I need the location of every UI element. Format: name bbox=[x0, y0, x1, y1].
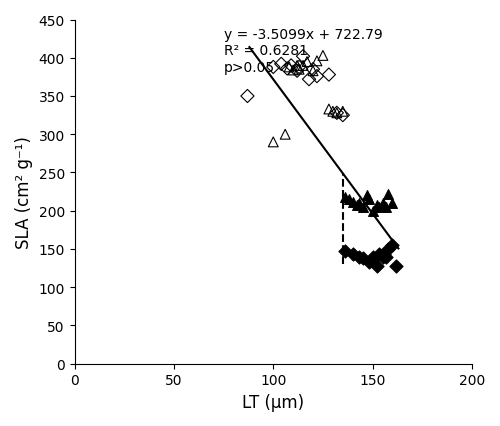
Point bbox=[378, 253, 386, 260]
Point bbox=[364, 196, 372, 203]
Point bbox=[352, 202, 360, 209]
Point bbox=[295, 64, 303, 71]
Point bbox=[299, 63, 307, 69]
Point bbox=[358, 204, 366, 211]
Point bbox=[289, 67, 297, 74]
Point bbox=[341, 248, 349, 254]
Point bbox=[281, 132, 289, 138]
Point bbox=[354, 200, 362, 207]
Point bbox=[368, 208, 376, 215]
Point bbox=[270, 139, 278, 146]
Point bbox=[374, 204, 382, 211]
Point bbox=[295, 66, 303, 73]
Point bbox=[384, 246, 392, 253]
Point bbox=[382, 253, 390, 260]
Point bbox=[378, 200, 386, 207]
Point bbox=[374, 251, 382, 258]
Point bbox=[303, 59, 311, 66]
Point bbox=[392, 263, 400, 270]
Point bbox=[372, 263, 380, 270]
Point bbox=[341, 194, 349, 201]
Point bbox=[293, 63, 301, 69]
Point bbox=[354, 253, 362, 260]
Text: y = -3.5099x + 722.79
R² = 0.6281
p>0.05: y = -3.5099x + 722.79 R² = 0.6281 p>0.05 bbox=[224, 28, 382, 75]
Point bbox=[382, 204, 390, 211]
Point bbox=[244, 93, 252, 100]
Point bbox=[364, 259, 372, 266]
Point bbox=[344, 196, 352, 203]
Point bbox=[348, 251, 356, 258]
Point bbox=[319, 53, 327, 60]
Point bbox=[380, 251, 388, 258]
Point bbox=[325, 106, 333, 113]
Point bbox=[325, 72, 333, 79]
Point bbox=[384, 191, 392, 198]
Y-axis label: SLA (cm² g⁻¹): SLA (cm² g⁻¹) bbox=[15, 136, 33, 248]
Point bbox=[285, 64, 293, 71]
Point bbox=[277, 61, 285, 68]
Point bbox=[283, 66, 291, 73]
Point bbox=[372, 202, 380, 209]
Point bbox=[362, 193, 370, 199]
Point bbox=[388, 200, 396, 207]
Point bbox=[348, 199, 356, 205]
Point bbox=[309, 68, 317, 75]
Point bbox=[368, 253, 376, 260]
Point bbox=[313, 74, 321, 81]
Point bbox=[333, 110, 341, 117]
Point bbox=[388, 242, 396, 249]
Point bbox=[339, 109, 347, 115]
Point bbox=[270, 64, 278, 71]
Point bbox=[293, 68, 301, 75]
Point bbox=[339, 112, 347, 119]
Point bbox=[358, 255, 366, 262]
Point bbox=[333, 110, 341, 117]
Point bbox=[305, 77, 313, 83]
Point bbox=[329, 109, 337, 115]
X-axis label: LT (μm): LT (μm) bbox=[242, 393, 304, 411]
Point bbox=[313, 58, 321, 65]
Point bbox=[287, 63, 295, 69]
Point bbox=[299, 54, 307, 60]
Point bbox=[309, 66, 317, 73]
